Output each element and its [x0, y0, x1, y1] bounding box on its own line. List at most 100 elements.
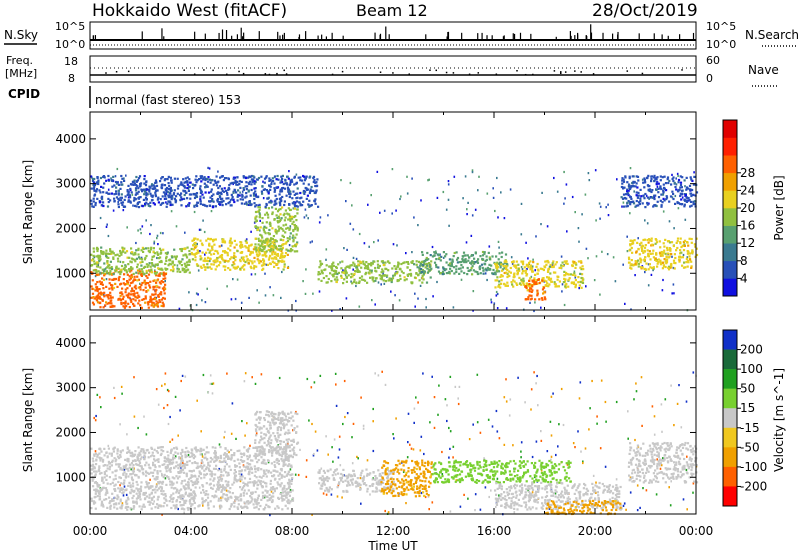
echo-cell — [143, 178, 146, 181]
echo-cell — [494, 273, 497, 276]
echo-cell — [225, 203, 228, 206]
echo-cell — [505, 265, 508, 268]
echo-cell — [656, 176, 659, 179]
echo-cell — [199, 175, 202, 178]
echo-pixel — [442, 256, 445, 259]
echo-cell — [160, 293, 163, 296]
echo-cell — [545, 263, 548, 266]
echo-cell — [525, 298, 528, 301]
echo-cell — [501, 269, 504, 272]
echo-cell — [274, 228, 277, 231]
echo-pixel — [295, 410, 297, 414]
echo-cell — [176, 464, 180, 467]
echo-cell — [530, 287, 533, 290]
echo-cell — [159, 453, 162, 457]
echo-cell — [275, 240, 278, 243]
echo-cell — [562, 281, 565, 284]
echo-cell — [695, 253, 699, 257]
echo-cell — [164, 283, 167, 286]
echo-cell — [500, 279, 503, 282]
echo-cell — [147, 289, 150, 292]
echo-cell — [558, 280, 561, 283]
echo-pixel — [132, 204, 134, 207]
echo-cell — [661, 193, 665, 196]
echo-pixel — [327, 214, 329, 217]
echo-cell — [307, 203, 310, 206]
echo-cell — [196, 477, 199, 480]
echo-cell — [127, 263, 130, 266]
echo-cell — [174, 257, 178, 260]
echo-cell — [233, 263, 236, 266]
echo-pixel — [428, 508, 430, 511]
echo-cell — [244, 482, 247, 486]
echo-cell — [240, 241, 243, 244]
echo-pixel — [447, 180, 450, 183]
echo-cell — [621, 197, 625, 200]
echo-cell — [189, 181, 192, 184]
echo-cell — [138, 175, 142, 178]
echo-pixel — [512, 444, 514, 447]
echo-cell — [152, 305, 155, 308]
echo-cell — [109, 300, 112, 303]
echo-cell — [168, 259, 171, 262]
freq-tick-bottom: 8 — [68, 72, 75, 85]
echo-cell — [444, 255, 447, 258]
echo-pixel — [604, 465, 607, 468]
echo-cell — [558, 266, 561, 269]
freq-label-line2: [MHz] — [5, 67, 37, 80]
echo-cell — [496, 265, 499, 268]
echo-cell — [228, 240, 232, 243]
echo-cell — [365, 261, 368, 264]
colorbar-swatch — [723, 190, 737, 209]
echo-cell — [637, 191, 640, 194]
echo-cell — [188, 253, 191, 256]
echo-pixel — [446, 419, 448, 423]
echo-cell — [378, 264, 381, 268]
echo-cell — [142, 247, 145, 250]
echo-cell — [333, 278, 337, 281]
echo-pixel — [530, 388, 533, 391]
echo-cell — [180, 204, 183, 207]
echo-pixel — [122, 494, 125, 497]
echo-cell — [240, 251, 243, 254]
echo-cell — [226, 449, 229, 452]
echo-cell — [194, 252, 197, 256]
echo-cell — [332, 261, 335, 264]
echo-cell — [249, 252, 252, 255]
echo-cell — [126, 190, 129, 193]
echo-cell — [229, 244, 232, 247]
echo-cell — [163, 297, 166, 300]
echo-pixel — [163, 406, 165, 410]
echo-cell — [164, 493, 167, 496]
echo-cell — [241, 265, 245, 268]
echo-cell — [117, 205, 120, 209]
echo-cell — [90, 202, 93, 205]
echo-cell — [202, 196, 205, 199]
echo-cell — [127, 184, 130, 187]
echo-cell — [210, 179, 213, 182]
echo-cell — [121, 201, 125, 204]
echo-cell — [149, 265, 152, 268]
echo-pixel — [398, 299, 401, 302]
echo-cell — [279, 201, 282, 204]
echo-cell — [164, 197, 167, 200]
echo-cell — [289, 208, 292, 211]
echo-cell — [221, 460, 224, 463]
echo-cell — [450, 269, 453, 273]
echo-cell — [120, 253, 123, 256]
echo-cell — [246, 506, 249, 510]
echo-cell — [223, 469, 226, 472]
echo-cell — [210, 267, 213, 270]
echo-cell — [262, 259, 266, 262]
echo-cell — [93, 496, 96, 499]
echo-cell — [278, 220, 281, 223]
echo-cell — [94, 474, 97, 477]
freq-dot — [203, 69, 205, 71]
echo-cell — [273, 187, 276, 190]
echo-cell — [639, 200, 642, 203]
echo-pixel — [437, 413, 439, 416]
echo-cell — [186, 186, 189, 190]
echo-cell — [139, 288, 142, 291]
echo-pixel — [189, 304, 192, 307]
